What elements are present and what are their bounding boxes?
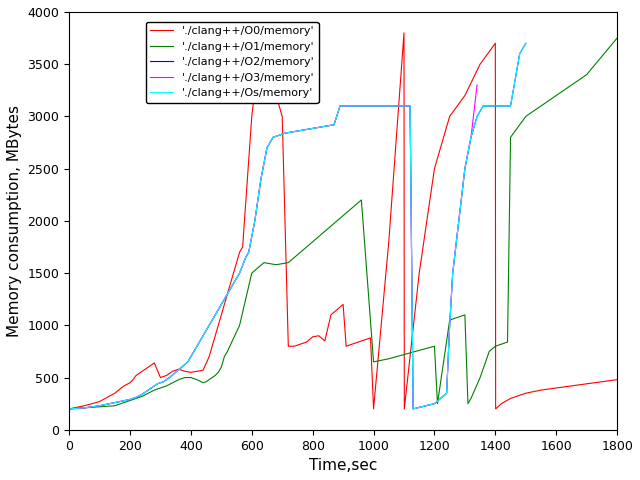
'./clang++/O0/memory' bbox=[193, 369, 201, 374]
'./clang++/O2/memory' bbox=[251, 218, 259, 224]
'./clang++/O0/memory' bbox=[339, 301, 347, 307]
'./clang++/O2/memory' bbox=[96, 403, 104, 408]
'./clang++/O3/memory' bbox=[467, 134, 475, 140]
'./clang++/O1/memory' bbox=[81, 405, 88, 411]
'./clang++/O1/memory' bbox=[446, 317, 454, 323]
'./clang++/O1/memory' bbox=[309, 239, 317, 245]
'./clang++/O2/memory' bbox=[495, 103, 502, 109]
Y-axis label: Memory consumption, MBytes: Memory consumption, MBytes bbox=[7, 105, 22, 337]
'./clang++/O1/memory' bbox=[346, 207, 353, 213]
'./clang++/O0/memory' bbox=[309, 334, 317, 340]
'./clang++/O2/memory' bbox=[218, 301, 225, 307]
'./clang++/Os/memory' bbox=[300, 127, 307, 133]
'./clang++/Os/memory' bbox=[218, 301, 225, 307]
'./clang++/O1/memory' bbox=[613, 35, 621, 41]
'./clang++/O3/memory' bbox=[473, 82, 481, 88]
'./clang++/O3/memory' bbox=[199, 333, 207, 339]
'./clang++/O1/memory' bbox=[370, 359, 378, 365]
'./clang++/O0/memory' bbox=[355, 339, 362, 345]
'./clang++/O1/memory' bbox=[211, 372, 219, 378]
Line: './clang++/O2/memory': './clang++/O2/memory' bbox=[69, 43, 526, 409]
'./clang++/O0/memory' bbox=[260, 30, 268, 36]
'./clang++/O3/memory' bbox=[65, 406, 73, 412]
'./clang++/O3/memory' bbox=[211, 312, 219, 318]
Line: './clang++/Os/memory': './clang++/Os/memory' bbox=[69, 43, 526, 409]
'./clang++/Os/memory' bbox=[65, 406, 73, 412]
'./clang++/O0/memory' bbox=[65, 406, 73, 412]
'./clang++/O3/memory' bbox=[269, 134, 277, 140]
'./clang++/O2/memory' bbox=[346, 103, 353, 109]
'./clang++/Os/memory' bbox=[522, 40, 530, 46]
'./clang++/O0/memory' bbox=[613, 377, 621, 383]
'./clang++/Os/memory' bbox=[96, 403, 104, 408]
'./clang++/O1/memory' bbox=[65, 406, 73, 412]
'./clang++/Os/memory' bbox=[251, 218, 259, 224]
Line: './clang++/O1/memory': './clang++/O1/memory' bbox=[69, 38, 617, 409]
'./clang++/O0/memory' bbox=[150, 360, 158, 366]
Line: './clang++/O3/memory': './clang++/O3/memory' bbox=[69, 85, 477, 409]
'./clang++/Os/memory' bbox=[346, 103, 353, 109]
Legend: './clang++/O0/memory', './clang++/O1/memory', './clang++/O2/memory', './clang++/: './clang++/O0/memory', './clang++/O1/mem… bbox=[146, 22, 319, 103]
'./clang++/O2/memory' bbox=[522, 40, 530, 46]
'./clang++/O3/memory' bbox=[351, 103, 359, 109]
'./clang++/O3/memory' bbox=[282, 130, 289, 136]
'./clang++/O2/memory' bbox=[65, 406, 73, 412]
'./clang++/Os/memory' bbox=[495, 103, 502, 109]
'./clang++/O0/memory' bbox=[221, 301, 228, 307]
'./clang++/O2/memory' bbox=[300, 127, 307, 133]
X-axis label: Time,sec: Time,sec bbox=[309, 458, 378, 473]
Line: './clang++/O0/memory': './clang++/O0/memory' bbox=[69, 33, 617, 409]
